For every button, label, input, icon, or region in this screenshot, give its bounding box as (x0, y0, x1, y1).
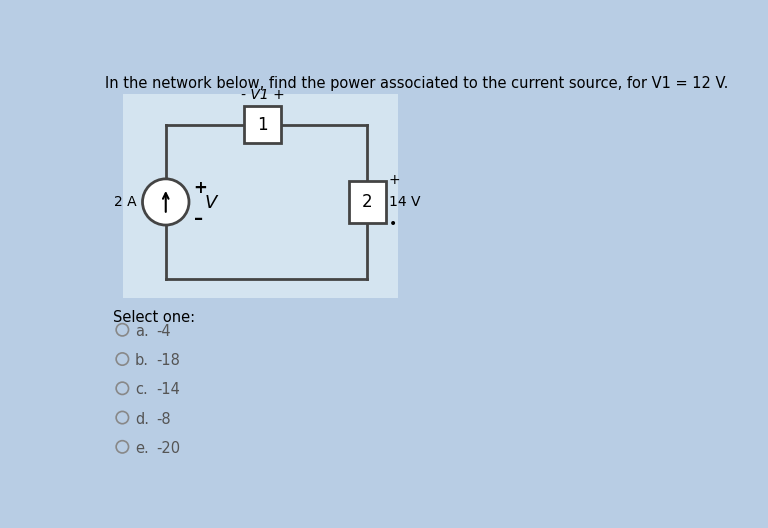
Text: -8: -8 (157, 412, 171, 427)
Circle shape (116, 324, 128, 336)
Text: -14: -14 (157, 382, 180, 398)
Text: +: + (389, 173, 401, 187)
Text: 14 V: 14 V (389, 195, 420, 209)
Text: 1: 1 (257, 116, 268, 134)
Circle shape (116, 382, 128, 394)
FancyBboxPatch shape (349, 181, 386, 223)
Text: –: – (194, 210, 203, 228)
Text: •: • (389, 216, 397, 231)
Text: -20: -20 (157, 441, 180, 456)
Text: 2: 2 (362, 193, 372, 211)
Text: Select one:: Select one: (113, 310, 195, 325)
Text: - V1 +: - V1 + (240, 88, 284, 102)
FancyBboxPatch shape (244, 107, 281, 144)
Text: -18: -18 (157, 353, 180, 368)
Text: b.: b. (134, 353, 149, 368)
Text: e.: e. (134, 441, 148, 456)
Circle shape (116, 411, 128, 423)
Text: 2 A: 2 A (114, 195, 136, 209)
Text: -4: -4 (157, 324, 171, 339)
Circle shape (116, 441, 128, 453)
Text: a.: a. (134, 324, 148, 339)
Circle shape (116, 353, 128, 365)
Text: V: V (204, 194, 217, 212)
FancyBboxPatch shape (123, 94, 399, 298)
Text: d.: d. (134, 412, 149, 427)
Text: +: + (194, 179, 207, 197)
Circle shape (143, 179, 189, 225)
Text: c.: c. (134, 382, 147, 398)
Text: In the network below, find the power associated to the current source, for V1 = : In the network below, find the power ass… (105, 76, 729, 91)
